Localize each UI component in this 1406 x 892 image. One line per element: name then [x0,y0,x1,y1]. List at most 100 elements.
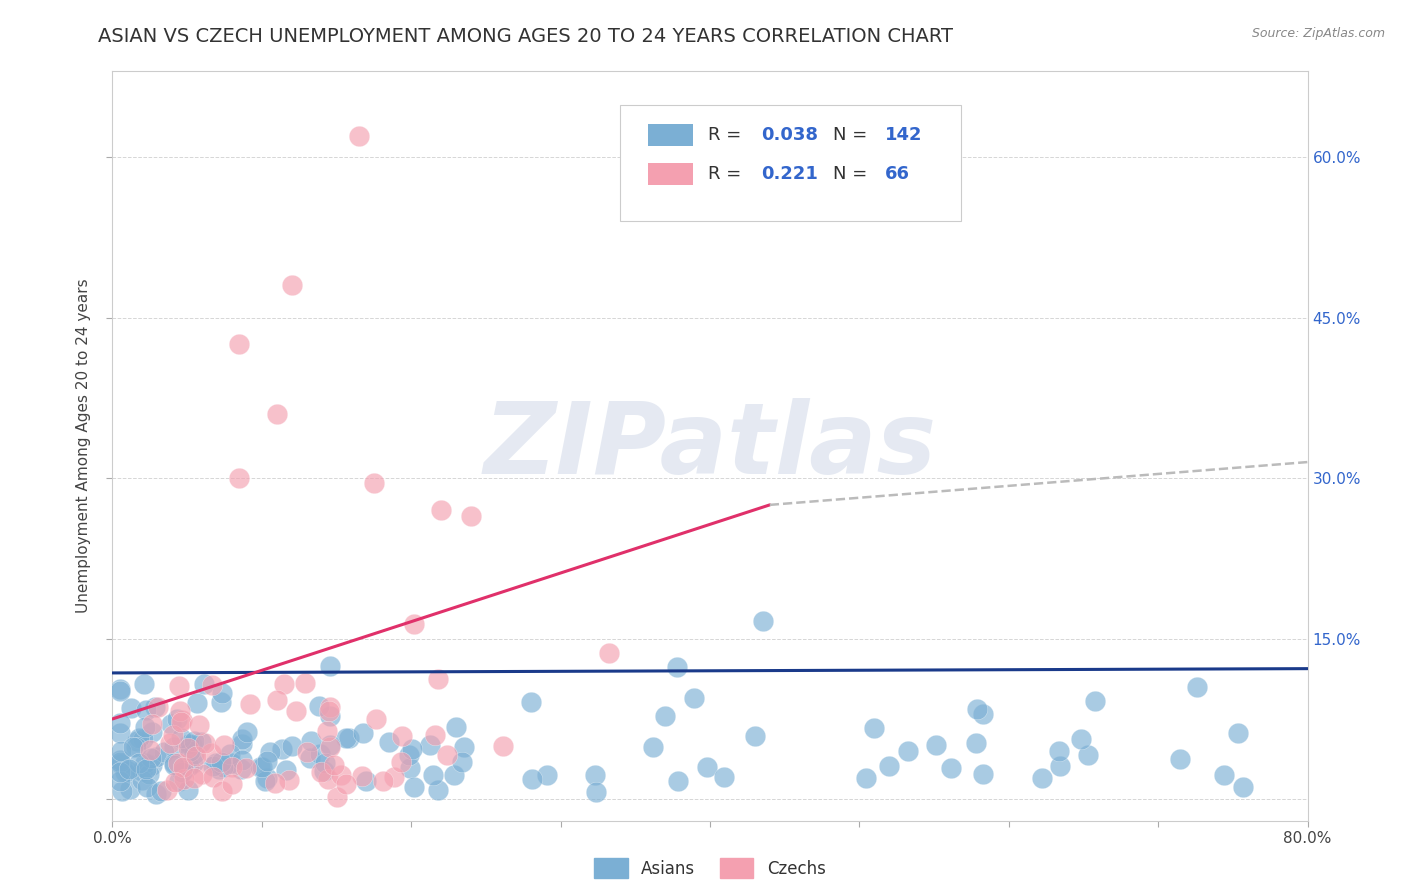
Point [294,676,316,690]
Point [1049,758,1071,772]
Point [352,726,374,740]
Point [641,740,664,755]
Point [181,738,204,752]
Point [177,741,200,756]
Point [274,763,297,777]
Point [654,708,676,723]
Point [132,676,155,690]
Point [443,768,465,782]
Point [141,724,163,739]
Point [201,759,224,773]
Point [145,750,167,764]
Point [299,734,322,748]
Point [221,760,243,774]
Point [316,772,339,786]
Point [231,753,253,767]
Point [404,780,426,795]
Point [169,774,191,789]
Point [492,739,515,753]
Point [256,771,278,785]
Point [863,721,886,735]
Point [391,729,413,743]
Point [259,745,281,759]
Point [254,774,277,789]
Point [585,785,607,799]
Point [118,762,141,776]
Point [177,737,200,751]
Point [145,787,167,801]
Point [135,702,157,716]
Text: R =: R = [707,165,747,183]
Point [1232,780,1254,794]
Point [536,768,558,782]
Point [427,672,450,686]
Point [200,746,222,760]
Point [134,720,156,734]
Point [169,704,191,718]
Text: N =: N = [834,126,873,144]
Point [965,736,987,750]
Text: N =: N = [834,165,873,183]
Point [266,692,288,706]
Point [273,677,295,691]
Point [181,756,204,770]
Text: ASIAN VS CZECH UNEMPLOYMENT AMONG AGES 20 TO 24 YEARS CORRELATION CHART: ASIAN VS CZECH UNEMPLOYMENT AMONG AGES 2… [98,27,953,45]
Point [108,726,131,740]
Point [177,758,200,772]
FancyBboxPatch shape [648,162,693,186]
Point [211,686,233,700]
Point [520,772,543,786]
Point [135,762,157,776]
Point [176,783,198,797]
Point [319,739,342,754]
Point [1168,752,1191,766]
Point [335,777,357,791]
Point [108,716,131,731]
Point [160,717,183,731]
Point [389,755,412,769]
Point [202,770,225,784]
Point [111,783,134,797]
Point [156,783,179,797]
Point [665,659,688,673]
Point [170,731,193,746]
Point [450,755,472,769]
Point [108,681,131,696]
Point [598,646,620,660]
Point [152,745,174,759]
Point [423,728,446,742]
Point [118,781,141,796]
Point [194,736,217,750]
Point [319,700,342,714]
Point [212,738,235,752]
Point [131,773,153,788]
Point [347,128,370,143]
Point [128,756,150,770]
Point [281,278,304,293]
Text: 0.038: 0.038 [762,126,818,144]
Point [183,747,205,761]
Text: R =: R = [707,126,747,144]
Point [120,700,142,714]
Point [364,712,387,726]
Point [263,776,285,790]
Point [877,759,900,773]
FancyBboxPatch shape [620,105,962,221]
Point [308,747,330,761]
Point [139,751,162,765]
Point [205,756,228,770]
Point [285,704,308,718]
Point [384,770,406,784]
Point [108,754,131,768]
Point [319,738,342,752]
Point [337,731,360,745]
Point [1226,726,1249,740]
Point [1185,681,1208,695]
Point [696,760,718,774]
Point [1084,693,1107,707]
Legend: Asians, Czechs: Asians, Czechs [588,852,832,884]
Point [966,702,988,716]
Point [211,784,233,798]
Point [309,765,332,780]
Point [249,760,271,774]
